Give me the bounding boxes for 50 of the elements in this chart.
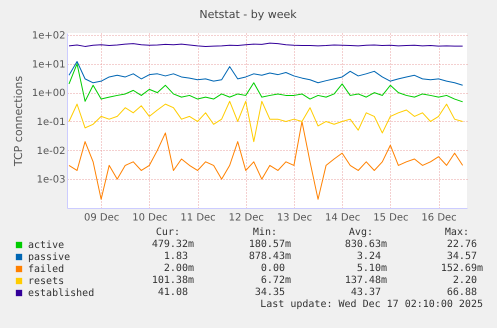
text: Max:: [444, 227, 469, 239]
text: 830.63m: [344, 239, 387, 251]
y-tick-label: 1e+00: [32, 88, 66, 100]
text: 479.32m: [152, 239, 194, 251]
text: Last update: Wed Dec 17 02:10:00 2025: [260, 299, 483, 311]
text: Avg:: [348, 227, 373, 239]
legend-label: resets: [28, 276, 64, 287]
text: Cur:: [156, 227, 180, 239]
text: 878.43m: [248, 251, 291, 263]
x-tick-label: 13 Dec: [276, 212, 312, 224]
x-tick-label: 09 Dec: [84, 212, 120, 224]
text: 101.38m: [152, 275, 194, 287]
x-tick-label: 14 Dec: [325, 212, 360, 224]
x-tick-label: 10 Dec: [132, 212, 168, 224]
line-series: [68, 61, 464, 86]
text: 34.57: [446, 251, 477, 263]
text: Min:: [252, 227, 277, 239]
x-tick-label: 11 Dec: [180, 212, 216, 224]
y-tick-label: 1e-02: [36, 146, 66, 157]
line-series: [68, 120, 464, 200]
text: 22.76: [446, 239, 477, 251]
text: 5.10m: [356, 263, 387, 275]
y-tick-label: 1e+02: [32, 30, 66, 42]
legend-label: established: [28, 288, 94, 299]
text: 6.72m: [260, 275, 291, 287]
text: 41.08: [158, 287, 188, 299]
x-tick-label: 12 Dec: [228, 212, 264, 224]
text: 2.20: [452, 275, 477, 287]
text: 137.48m: [344, 275, 387, 287]
y-axis-title: TCP connections: [12, 76, 25, 168]
x-tick-label: 16 Dec: [421, 212, 457, 224]
line-series: [68, 63, 464, 102]
legend-label: active: [28, 240, 64, 251]
text: 1.83: [164, 251, 188, 263]
line-series: [68, 100, 464, 142]
text: 43.37: [350, 287, 381, 299]
text: 2.00m: [164, 263, 194, 275]
text: 152.69m: [440, 263, 483, 275]
text: 0.00: [260, 263, 285, 275]
text: 180.57m: [248, 239, 291, 251]
text: 34.35: [254, 287, 285, 299]
y-tick-label: 1e+01: [32, 59, 66, 70]
text: 66.88: [446, 287, 477, 299]
x-tick-label: 15 Dec: [373, 212, 408, 224]
y-tick-label: 1e-03: [36, 174, 66, 186]
chart-title: Netstat - by week: [199, 8, 298, 21]
legend-label: passive: [28, 252, 70, 263]
text: 3.24: [356, 251, 381, 263]
y-tick-label: 1e-01: [36, 116, 66, 128]
legend-label: failed: [28, 264, 64, 275]
